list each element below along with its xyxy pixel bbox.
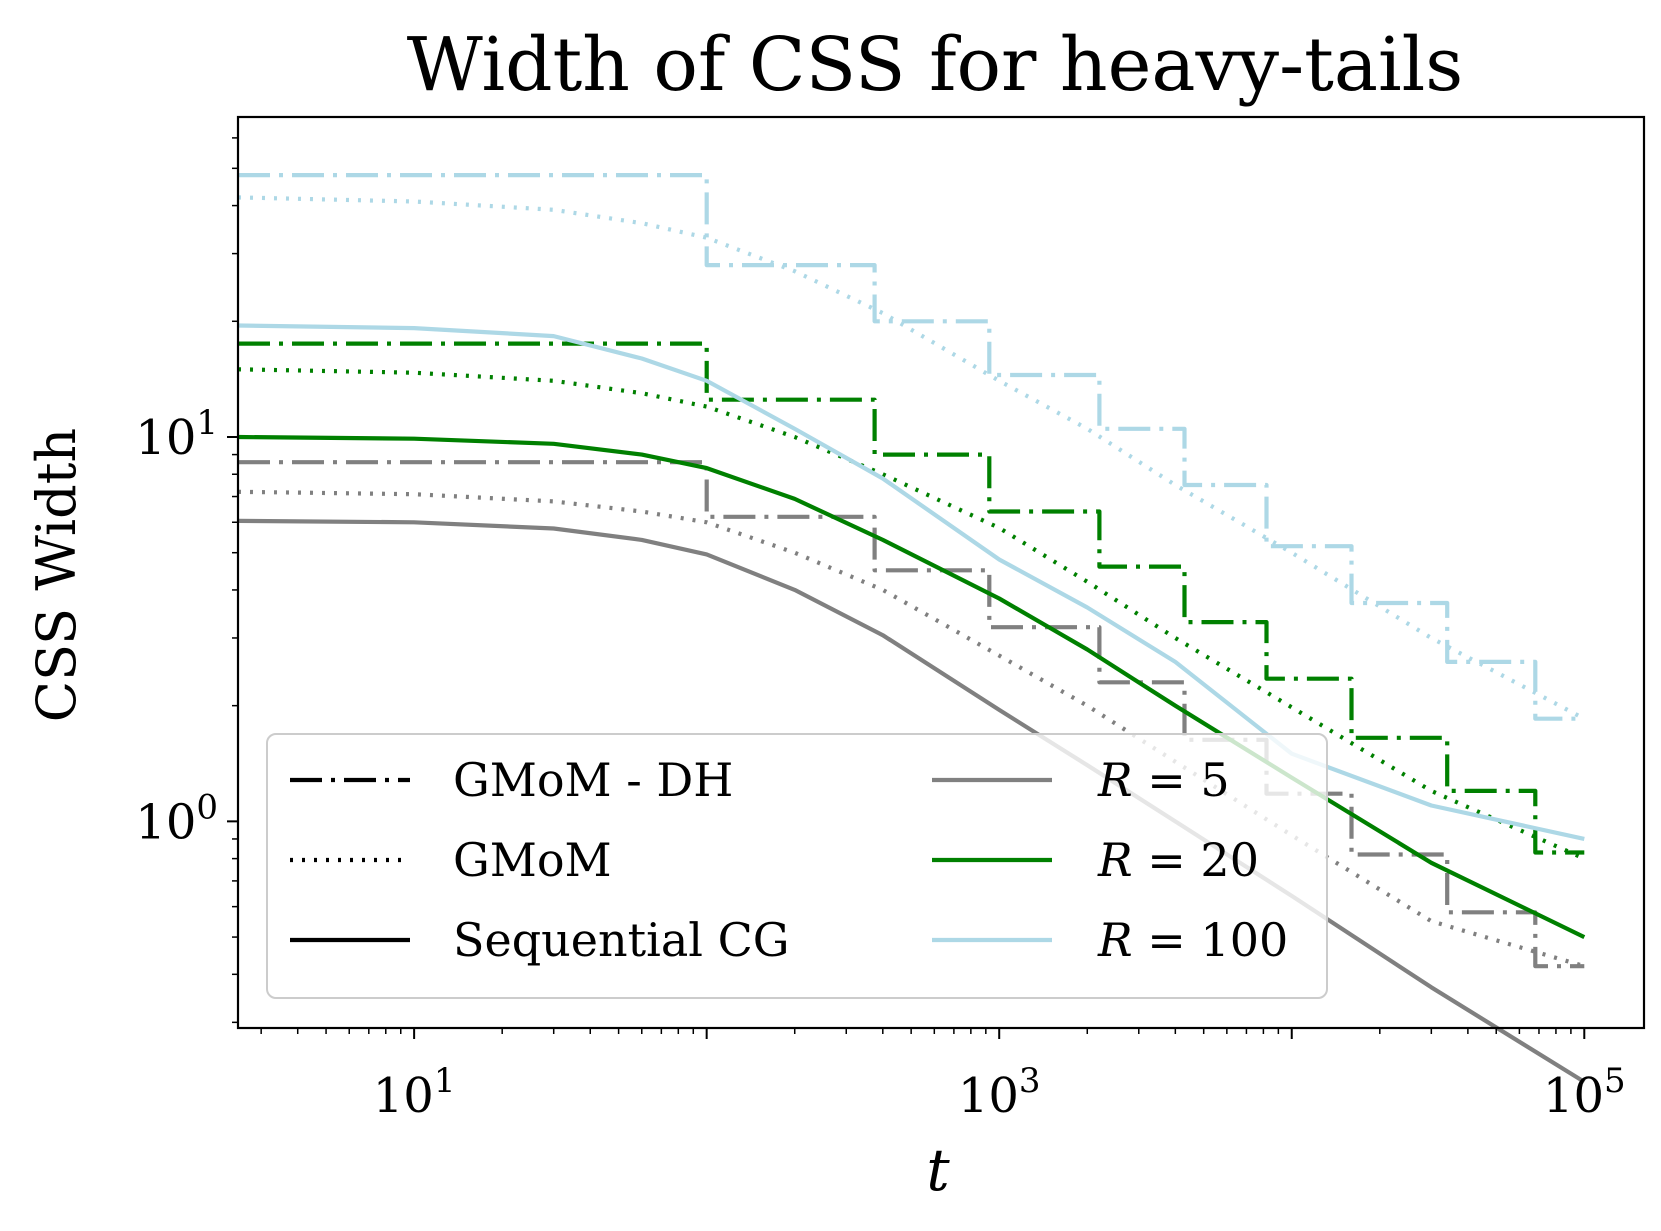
legend: GMoM - DH GMoM Sequential CG R = 5 R = 20 R =… (266, 733, 1328, 999)
legend-label-gmom: GMoM (453, 833, 612, 887)
x-tick-label: 101 (373, 1061, 456, 1124)
y-axis-ticks: 100 101 (135, 137, 238, 1024)
legend-label-r-100: R = 100 (1097, 913, 1288, 967)
legend-label-r-20: R = 20 (1097, 833, 1259, 887)
x-axis-ticks: 101 103 105 (260, 1028, 1626, 1124)
series-line-r100-gmom-dh (238, 173, 1585, 721)
series-line-r20-gmom-dh (238, 341, 1585, 855)
x-tick-label: 105 (1543, 1061, 1626, 1124)
x-tick-label: 103 (958, 1061, 1041, 1124)
x-axis-label: t (926, 1136, 950, 1204)
legend-box (266, 733, 1328, 999)
legend-entries: GMoM - DH GMoM Sequential CG R = 5 R = 20 R =… (290, 753, 1288, 967)
y-axis-label: CSS Width (25, 428, 88, 722)
legend-label-sequential-cg: Sequential CG (453, 913, 790, 967)
y-tick-label: 101 (135, 403, 218, 466)
chart-title: Width of CSS for heavy-tails (407, 22, 1464, 108)
y-tick-label: 100 (135, 787, 218, 850)
plot-frame (236, 115, 1646, 1030)
legend-label-gmom-dh: GMoM - DH (453, 753, 733, 807)
legend-label-r-5: R = 5 (1097, 753, 1230, 807)
